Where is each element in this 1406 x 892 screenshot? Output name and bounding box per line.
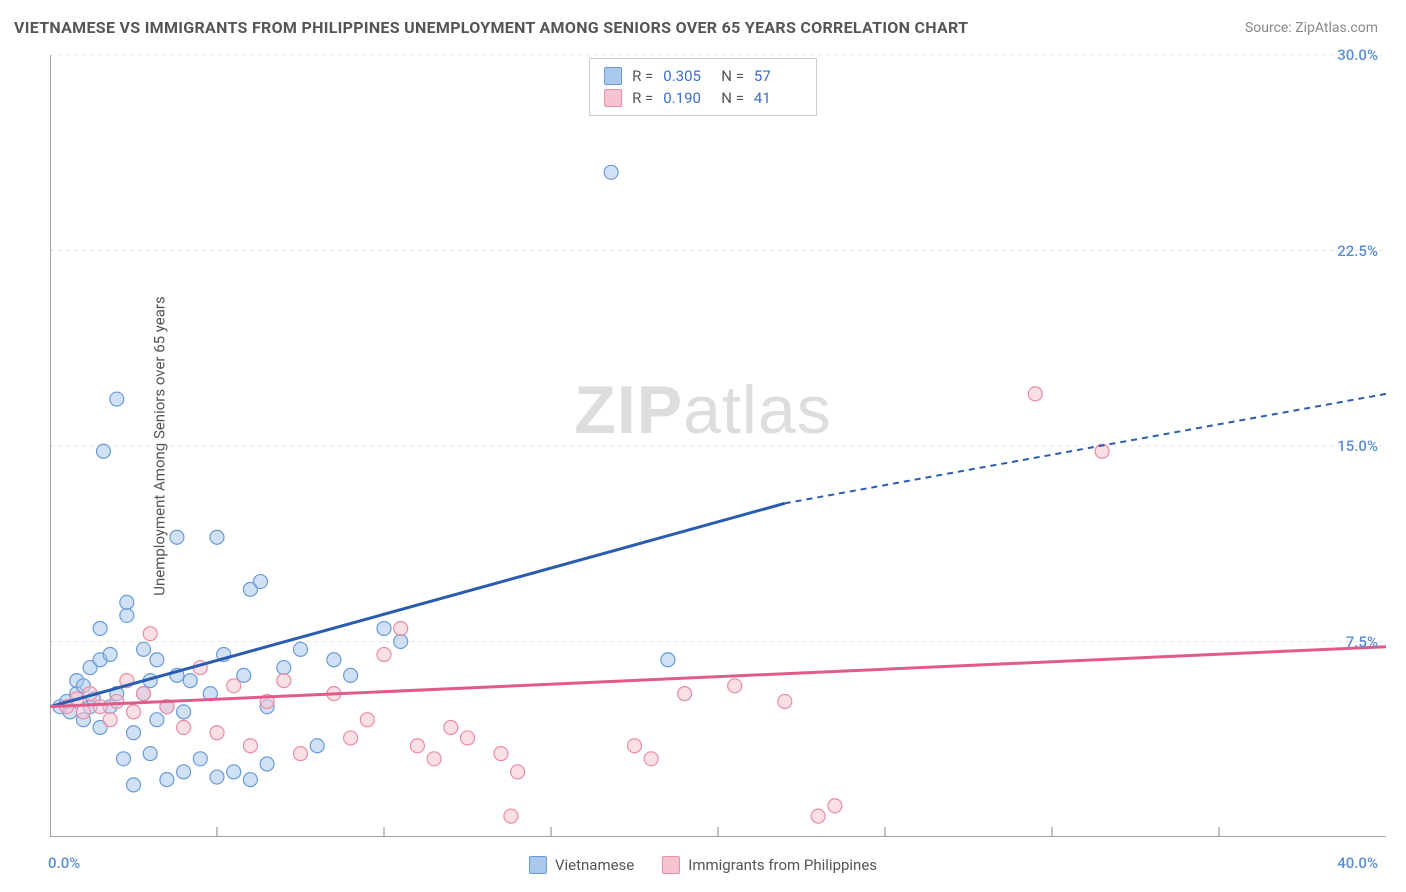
- legend-swatch: [662, 856, 680, 874]
- n-label: N =: [721, 89, 744, 107]
- legend-item: Immigrants from Philippines: [662, 856, 877, 874]
- n-value: 41: [754, 89, 802, 107]
- r-label: R =: [632, 67, 653, 85]
- legend-label: Vietnamese: [555, 856, 634, 874]
- legend-row: R = 0.305 N = 57: [604, 65, 802, 87]
- y-tick-label: 15.0%: [1337, 437, 1378, 455]
- legend-label: Immigrants from Philippines: [688, 856, 877, 874]
- legend-row: R = 0.190 N = 41: [604, 87, 802, 109]
- series-legend: Vietnamese Immigrants from Philippines: [529, 856, 877, 874]
- chart-title: VIETNAMESE VS IMMIGRANTS FROM PHILIPPINE…: [14, 18, 968, 37]
- r-value: 0.305: [663, 67, 711, 85]
- correlation-chart: VIETNAMESE VS IMMIGRANTS FROM PHILIPPINE…: [0, 0, 1406, 892]
- y-tick-label: 7.5%: [1346, 633, 1378, 651]
- correlation-legend: R = 0.305 N = 57 R = 0.190 N = 41: [589, 58, 817, 116]
- y-tick-label: 22.5%: [1337, 242, 1378, 260]
- n-label: N =: [721, 67, 744, 85]
- source-label: Source: ZipAtlas.com: [1245, 20, 1378, 36]
- r-label: R =: [632, 89, 653, 107]
- legend-item: Vietnamese: [529, 856, 634, 874]
- r-value: 0.190: [663, 89, 711, 107]
- legend-swatch: [529, 856, 547, 874]
- x-origin-label: 0.0%: [48, 854, 80, 872]
- legend-swatch: [604, 89, 622, 107]
- legend-swatch: [604, 67, 622, 85]
- plot-area: [50, 55, 1386, 837]
- x-max-label: 40.0%: [1337, 854, 1378, 872]
- y-tick-label: 30.0%: [1337, 46, 1378, 64]
- scatter-svg: [50, 55, 1386, 837]
- n-value: 57: [754, 67, 802, 85]
